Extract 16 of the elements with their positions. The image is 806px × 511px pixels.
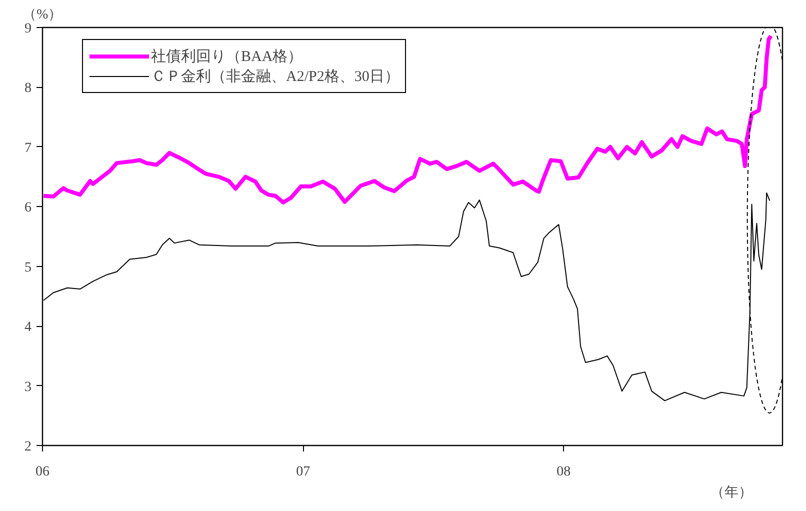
y-axis-title: （%） bbox=[22, 8, 62, 22]
y-tick-label: 5 bbox=[24, 260, 32, 276]
legend-label: ＣＰ金利（非金融、A2/P2格、30日） bbox=[151, 68, 400, 86]
y-tick-label: 7 bbox=[24, 140, 32, 156]
y-tick-label: 3 bbox=[24, 380, 32, 395]
y-tick-label: 8 bbox=[24, 81, 32, 96]
y-tick-label: 6 bbox=[24, 200, 32, 216]
x-tick-label: 07 bbox=[296, 464, 310, 480]
x-tick-label: 06 bbox=[36, 464, 50, 480]
y-tick-label: 4 bbox=[24, 320, 32, 336]
line-series bbox=[42, 34, 773, 204]
y-tick-label: 2 bbox=[24, 440, 32, 454]
x-axis-title: （年） bbox=[710, 484, 752, 500]
legend-label: 社債利回り（BAA格） bbox=[151, 48, 303, 66]
y-tick-label: 9 bbox=[24, 22, 32, 36]
x-tick-label: 08 bbox=[556, 464, 571, 480]
